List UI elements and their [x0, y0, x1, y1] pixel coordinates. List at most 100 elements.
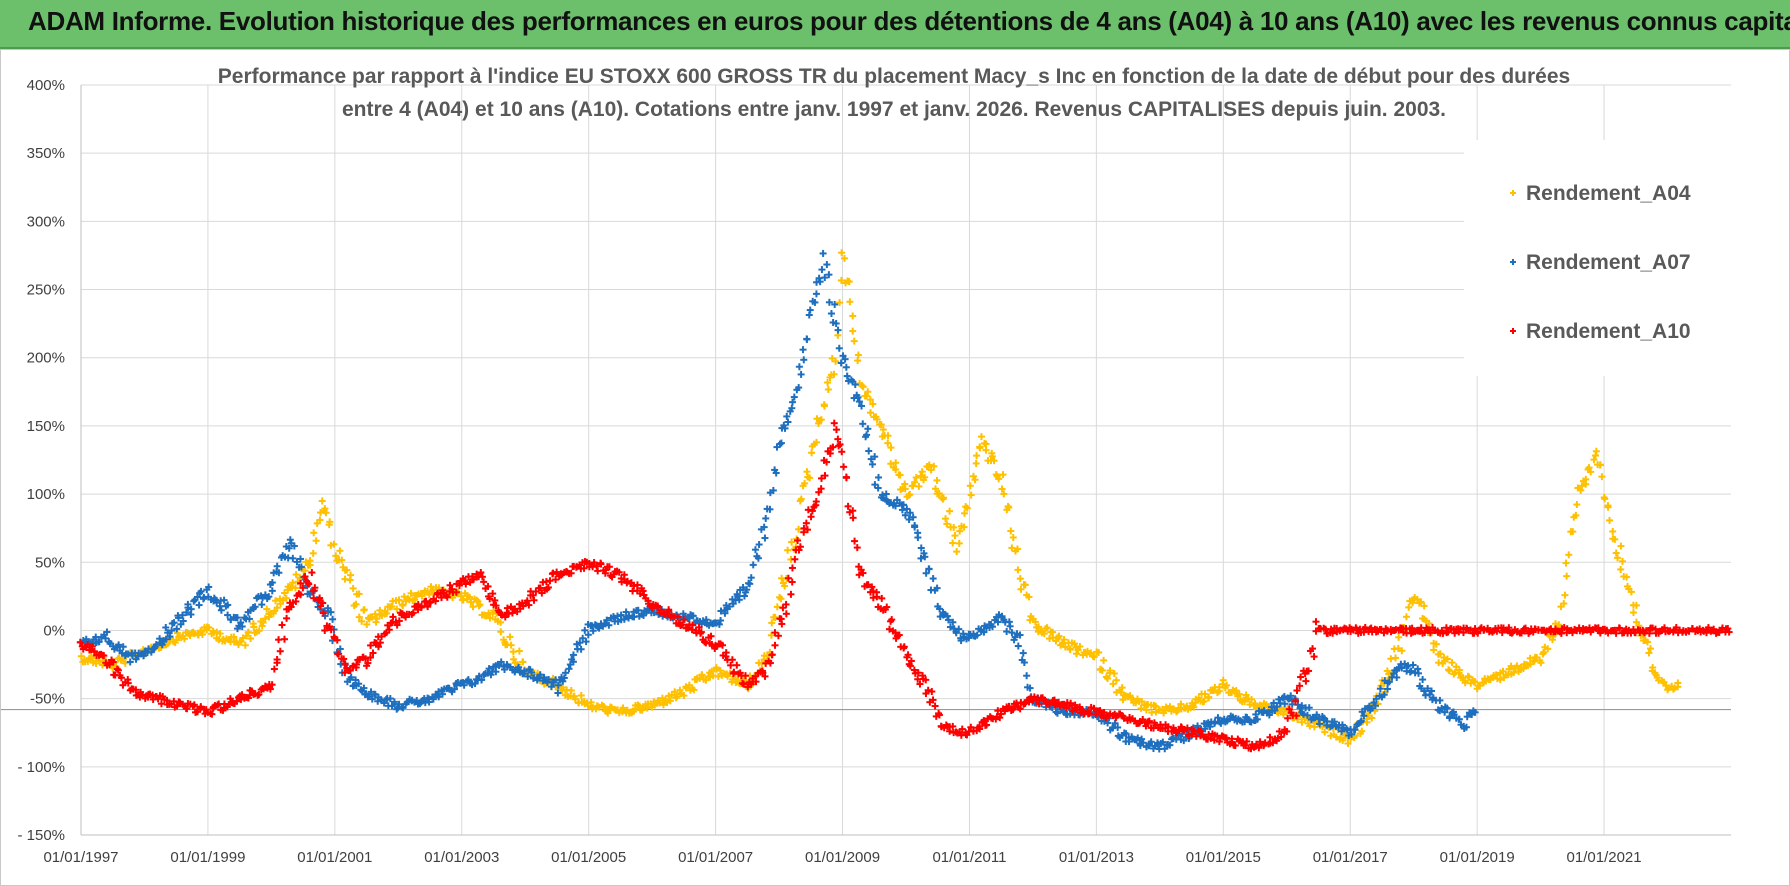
data-point-Rendement_A04 [431, 586, 434, 594]
data-point-Rendement_A07 [963, 633, 966, 641]
data-point-Rendement_A04 [1635, 618, 1638, 626]
data-point-Rendement_A04 [848, 278, 851, 286]
data-point-Rendement_A10 [108, 661, 111, 669]
data-point-Rendement_A10 [894, 629, 897, 637]
data-point-Rendement_A07 [813, 298, 816, 306]
data-point-Rendement_A10 [193, 701, 196, 709]
data-point-Rendement_A10 [611, 573, 614, 581]
data-point-Rendement_A04 [390, 602, 393, 610]
data-point-Rendement_A07 [441, 690, 444, 698]
data-point-Rendement_A04 [680, 689, 683, 697]
data-point-Rendement_A07 [1021, 656, 1024, 664]
data-point-Rendement_A10 [317, 596, 320, 604]
data-point-Rendement_A07 [1069, 710, 1072, 718]
data-point-Rendement_A04 [953, 532, 956, 540]
data-point-Rendement_A10 [144, 694, 147, 702]
data-point-Rendement_A04 [384, 607, 387, 615]
data-point-Rendement_A04 [1339, 734, 1342, 742]
data-point-Rendement_A04 [922, 476, 925, 484]
data-point-Rendement_A10 [620, 578, 623, 586]
data-point-Rendement_A04 [692, 686, 695, 694]
data-point-Rendement_A10 [751, 674, 754, 682]
data-point-Rendement_A07 [840, 359, 843, 367]
data-point-Rendement_A10 [764, 672, 767, 680]
data-point-Rendement_A07 [1300, 702, 1303, 710]
y-tick-label: - 150% [17, 827, 65, 844]
data-point-Rendement_A04 [1394, 654, 1397, 662]
data-point-Rendement_A04 [1452, 670, 1455, 678]
data-point-Rendement_A07 [1361, 708, 1364, 716]
y-tick-label: - 100% [17, 759, 65, 776]
data-point-Rendement_A07 [955, 629, 958, 637]
data-point-Rendement_A07 [946, 612, 949, 620]
data-point-Rendement_A07 [764, 514, 767, 522]
data-point-Rendement_A07 [1051, 704, 1054, 712]
data-point-Rendement_A04 [1413, 594, 1416, 602]
data-point-Rendement_A10 [501, 611, 504, 619]
data-point-Rendement_A10 [488, 595, 491, 603]
data-point-Rendement_A04 [1238, 690, 1241, 698]
data-point-Rendement_A04 [1043, 630, 1046, 638]
data-point-Rendement_A04 [1510, 662, 1513, 670]
data-point-Rendement_A04 [86, 658, 89, 666]
data-point-Rendement_A04 [401, 601, 404, 609]
data-point-Rendement_A10 [636, 581, 639, 589]
data-point-Rendement_A07 [750, 574, 753, 582]
data-point-Rendement_A10 [845, 473, 848, 481]
data-point-Rendement_A07 [1163, 745, 1166, 753]
data-point-Rendement_A10 [545, 585, 548, 593]
data-point-Rendement_A10 [516, 608, 519, 616]
data-point-Rendement_A07 [1420, 684, 1423, 692]
data-point-Rendement_A04 [1676, 679, 1679, 687]
data-point-Rendement_A04 [574, 695, 577, 703]
data-point-Rendement_A07 [1395, 673, 1398, 681]
data-point-Rendement_A07 [267, 593, 270, 601]
data-point-Rendement_A10 [212, 703, 215, 711]
data-point-Rendement_A10 [793, 555, 796, 563]
data-point-Rendement_A04 [1112, 680, 1115, 688]
data-point-Rendement_A10 [273, 665, 276, 673]
data-point-Rendement_A10 [833, 419, 836, 427]
data-point-Rendement_A10 [817, 488, 820, 496]
data-point-Rendement_A10 [642, 591, 645, 599]
data-point-Rendement_A07 [572, 658, 575, 666]
data-point-Rendement_A07 [763, 523, 766, 531]
data-point-Rendement_A07 [1103, 717, 1106, 725]
data-point-Rendement_A04 [1386, 667, 1389, 675]
data-point-Rendement_A10 [820, 474, 823, 482]
data-point-Rendement_A07 [892, 499, 895, 507]
data-point-Rendement_A10 [771, 651, 774, 659]
data-point-Rendement_A10 [117, 666, 120, 674]
data-point-Rendement_A07 [640, 610, 643, 618]
data-point-Rendement_A04 [1529, 660, 1532, 668]
data-point-Rendement_A10 [455, 580, 458, 588]
data-point-Rendement_A10 [271, 681, 274, 689]
data-point-Rendement_A04 [1150, 709, 1153, 717]
data-point-Rendement_A07 [1204, 725, 1207, 733]
data-point-Rendement_A10 [210, 710, 213, 718]
data-point-Rendement_A04 [1054, 637, 1057, 645]
data-point-Rendement_A07 [1216, 714, 1219, 722]
data-point-Rendement_A07 [805, 335, 808, 343]
data-point-Rendement_A10 [312, 594, 315, 602]
data-point-Rendement_A07 [1405, 667, 1408, 675]
data-point-Rendement_A07 [802, 356, 805, 364]
data-point-Rendement_A07 [387, 702, 390, 710]
data-point-Rendement_A07 [500, 658, 503, 666]
series-Rendement_A04 [77, 249, 1682, 748]
data-point-Rendement_A07 [1085, 706, 1088, 714]
data-point-Rendement_A10 [388, 626, 391, 634]
data-point-Rendement_A07 [763, 534, 766, 542]
data-point-Rendement_A04 [1005, 506, 1008, 514]
data-point-Rendement_A07 [526, 672, 529, 680]
data-point-Rendement_A10 [229, 695, 232, 703]
data-point-Rendement_A10 [424, 597, 427, 605]
data-point-Rendement_A07 [281, 552, 284, 560]
data-point-Rendement_A04 [247, 628, 250, 636]
data-point-Rendement_A04 [996, 472, 999, 480]
data-point-Rendement_A10 [739, 669, 742, 677]
data-point-Rendement_A04 [585, 699, 588, 707]
data-point-Rendement_A10 [547, 583, 550, 591]
data-point-Rendement_A07 [923, 553, 926, 561]
data-point-Rendement_A07 [476, 676, 479, 684]
